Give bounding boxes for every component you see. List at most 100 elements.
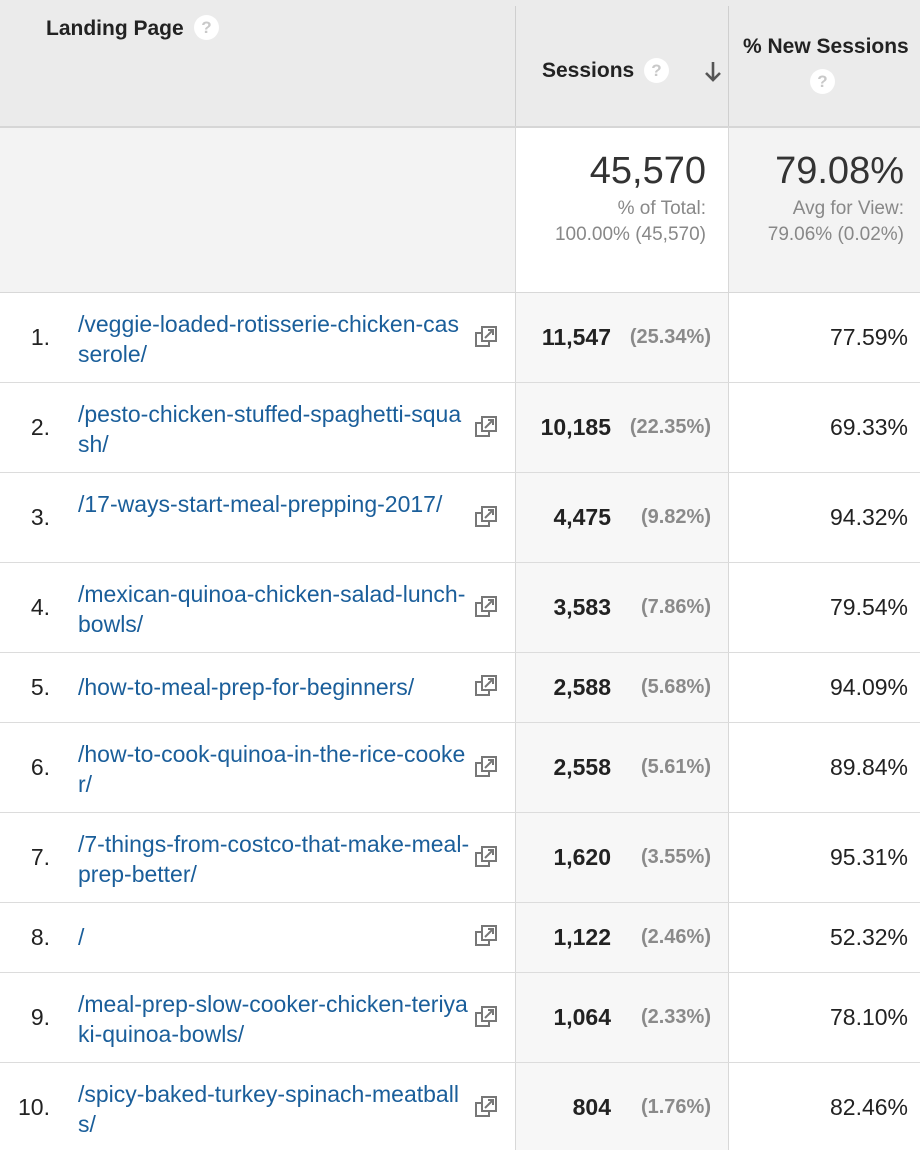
row-index: 1. <box>30 324 50 350</box>
landing-page-header-label: Landing Page <box>46 17 184 40</box>
table-row: 9. /meal-prep-slow-cooker-chicken-teriya… <box>0 973 920 1063</box>
row-index: 8. <box>30 924 50 950</box>
landing-page-link[interactable]: /meal-prep-slow-cooker-chicken-teriyaki-… <box>78 991 468 1047</box>
table-row: 8. / 1,122 (2.46%) 52.32% <box>0 903 920 973</box>
landing-page-link[interactable]: /pesto-chicken-stuffed-spaghetti-squash/ <box>78 401 462 457</box>
totals-row: 45,570 % of Total: 100.00% (45,570) 79.0… <box>0 128 920 293</box>
sessions-value: 804 <box>572 1094 611 1120</box>
sessions-value: 3,583 <box>553 594 611 620</box>
landing-page-cell: 7. /7-things-from-costco-that-make-meal-… <box>0 813 515 902</box>
open-in-new-window-icon[interactable] <box>474 325 498 349</box>
landing-page-link[interactable]: /mexican-quinoa-chicken-salad-lunch-bowl… <box>78 581 466 637</box>
sessions-percent: (9.82%) <box>640 506 711 528</box>
table-row: 6. /how-to-cook-quinoa-in-the-rice-cooke… <box>0 723 920 813</box>
open-in-new-window-icon[interactable] <box>474 1005 498 1029</box>
sessions-percent: (1.76%) <box>640 1096 711 1118</box>
sessions-value: 1,620 <box>553 844 611 870</box>
landing-page-link[interactable]: /7-things-from-costco-that-make-meal-pre… <box>78 831 470 887</box>
new-sessions-cell: 79.54% <box>729 563 920 652</box>
landing-page-cell: 9. /meal-prep-slow-cooker-chicken-teriya… <box>0 973 515 1062</box>
sessions-percent: (5.68%) <box>640 676 711 698</box>
sessions-percent: (25.34%) <box>629 326 711 348</box>
new-sessions-value: 52.32% <box>829 924 908 950</box>
sessions-percent: (22.35%) <box>629 416 711 438</box>
row-index: 5. <box>30 674 50 700</box>
row-index: 9. <box>30 1004 50 1030</box>
table-row: 1. /veggie-loaded-rotisserie-chicken-cas… <box>0 293 920 383</box>
new-sessions-cell: 95.31% <box>729 813 920 902</box>
new-sessions-value: 77.59% <box>829 324 908 350</box>
landing-page-link[interactable]: /veggie-loaded-rotisserie-chicken-casser… <box>78 311 459 367</box>
landing-page-link[interactable]: /17-ways-start-meal-prepping-2017/ <box>78 491 443 517</box>
row-index: 10. <box>18 1094 50 1120</box>
row-index: 4. <box>30 594 50 620</box>
new-sessions-header-label: % New Sessions <box>743 35 909 58</box>
landing-page-link[interactable]: /spicy-baked-turkey-spinach-meatballs/ <box>78 1081 459 1137</box>
open-in-new-window-icon[interactable] <box>474 845 498 869</box>
table-row: 7. /7-things-from-costco-that-make-meal-… <box>0 813 920 903</box>
total-sessions-value: 45,570 <box>589 150 706 192</box>
row-index: 7. <box>30 844 50 870</box>
sessions-cell: 2,558 (5.61%) <box>515 723 729 812</box>
new-sessions-cell: 89.84% <box>729 723 920 812</box>
sessions-percent: (3.55%) <box>640 846 711 868</box>
new-sessions-cell: 94.09% <box>729 653 920 722</box>
table-header: Landing Page ? Sessions ? % New Sessions… <box>0 0 920 128</box>
help-icon[interactable]: ? <box>194 15 219 40</box>
sessions-value: 1,064 <box>553 1004 611 1030</box>
landing-page-link[interactable]: / <box>78 924 85 950</box>
header-sessions[interactable]: Sessions ? <box>515 6 729 126</box>
new-sessions-cell: 78.10% <box>729 973 920 1062</box>
open-in-new-window-icon[interactable] <box>474 1095 498 1119</box>
total-sessions-subtext-line2: 100.00% (45,570) <box>554 224 706 245</box>
totals-sessions-cell: 45,570 % of Total: 100.00% (45,570) <box>515 128 729 292</box>
total-new-sessions-subtext-line1: Avg for View: <box>792 198 904 219</box>
landing-page-cell: 2. /pesto-chicken-stuffed-spaghetti-squa… <box>0 383 515 472</box>
table-row: 3. /17-ways-start-meal-prepping-2017/ 4,… <box>0 473 920 563</box>
sessions-cell: 1,064 (2.33%) <box>515 973 729 1062</box>
total-sessions-subtext-line1: % of Total: <box>617 198 706 219</box>
sessions-cell: 11,547 (25.34%) <box>515 293 729 382</box>
sessions-value: 10,185 <box>540 414 611 440</box>
landing-page-cell: 1. /veggie-loaded-rotisserie-chicken-cas… <box>0 293 515 382</box>
total-new-sessions-value: 79.08% <box>775 150 904 192</box>
help-icon[interactable]: ? <box>810 69 835 94</box>
total-new-sessions-subtext: Avg for View: 79.06% (0.02%) <box>768 196 904 248</box>
landing-page-cell: 5. /how-to-meal-prep-for-beginners/ <box>0 653 515 722</box>
table-row: 10. /spicy-baked-turkey-spinach-meatball… <box>0 1063 920 1150</box>
sort-descending-icon[interactable] <box>703 60 723 84</box>
landing-page-cell: 4. /mexican-quinoa-chicken-salad-lunch-b… <box>0 563 515 652</box>
header-new-sessions[interactable]: % New Sessions ? <box>729 6 920 126</box>
new-sessions-cell: 82.46% <box>729 1063 920 1150</box>
open-in-new-window-icon[interactable] <box>474 924 498 948</box>
landing-page-link[interactable]: /how-to-cook-quinoa-in-the-rice-cooker/ <box>78 741 466 797</box>
landing-page-link[interactable]: /how-to-meal-prep-for-beginners/ <box>78 674 415 700</box>
help-icon[interactable]: ? <box>644 58 669 83</box>
new-sessions-value: 79.54% <box>829 594 908 620</box>
header-landing-page[interactable]: Landing Page ? <box>0 0 515 126</box>
row-index: 3. <box>30 504 50 530</box>
new-sessions-value: 89.84% <box>829 754 908 780</box>
sessions-cell: 10,185 (22.35%) <box>515 383 729 472</box>
sessions-value: 2,558 <box>553 754 611 780</box>
sessions-percent: (2.46%) <box>640 926 711 948</box>
open-in-new-window-icon[interactable] <box>474 674 498 698</box>
landing-page-cell: 8. / <box>0 903 515 972</box>
open-in-new-window-icon[interactable] <box>474 415 498 439</box>
totals-label-cell <box>0 128 515 292</box>
new-sessions-value: 82.46% <box>829 1094 908 1120</box>
new-sessions-cell: 77.59% <box>729 293 920 382</box>
sessions-cell: 1,122 (2.46%) <box>515 903 729 972</box>
sessions-cell: 804 (1.76%) <box>515 1063 729 1150</box>
table-row: 5. /how-to-meal-prep-for-beginners/ 2,58… <box>0 653 920 723</box>
open-in-new-window-icon[interactable] <box>474 595 498 619</box>
open-in-new-window-icon[interactable] <box>474 755 498 779</box>
landing-page-cell: 10. /spicy-baked-turkey-spinach-meatball… <box>0 1063 515 1150</box>
sessions-header-label: Sessions <box>542 59 635 82</box>
row-index: 6. <box>30 754 50 780</box>
new-sessions-value: 78.10% <box>829 1004 908 1030</box>
sessions-percent: (2.33%) <box>640 1006 711 1028</box>
open-in-new-window-icon[interactable] <box>474 505 498 529</box>
landing-page-cell: 6. /how-to-cook-quinoa-in-the-rice-cooke… <box>0 723 515 812</box>
